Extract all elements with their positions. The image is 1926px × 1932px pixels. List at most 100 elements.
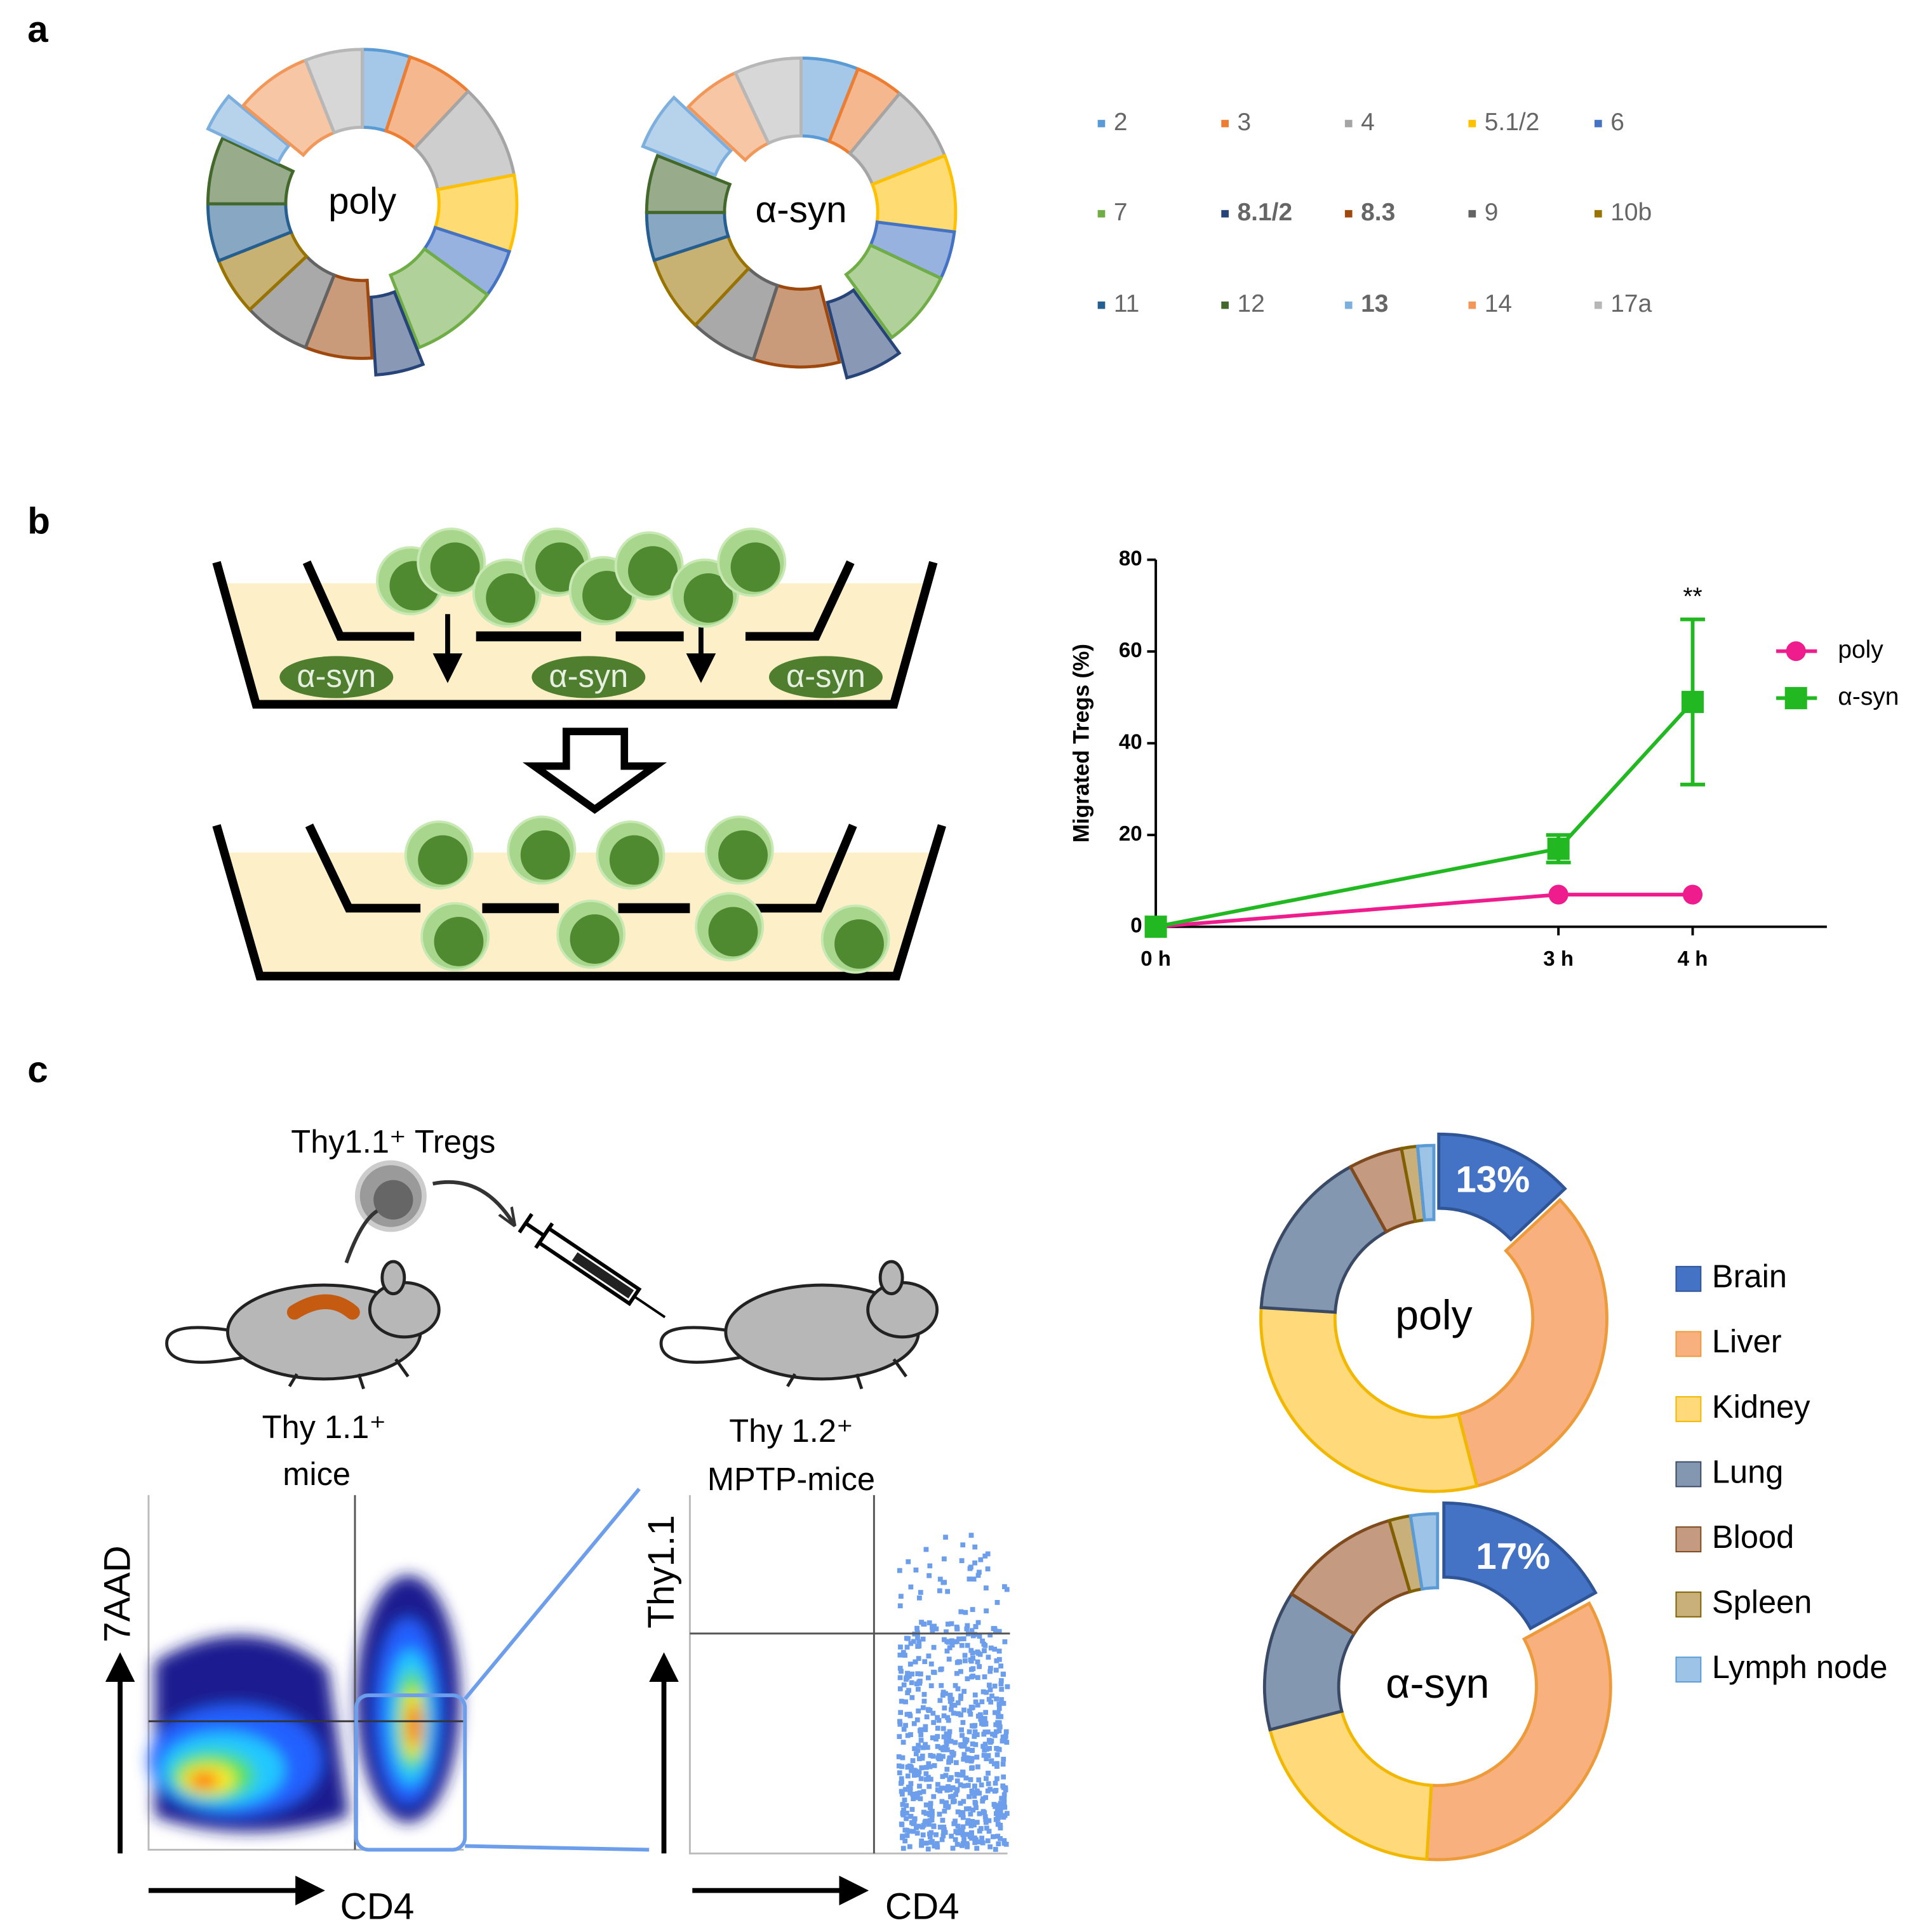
event-dot — [951, 1751, 956, 1756]
event-dot — [972, 1560, 978, 1566]
event-dot — [969, 1748, 975, 1754]
event-dot — [988, 1645, 994, 1651]
legend-label: Kidney — [1712, 1389, 1810, 1425]
x-tick-label: 3 h — [1543, 947, 1574, 971]
event-dot — [900, 1846, 906, 1851]
legend-marker — [1784, 687, 1807, 710]
transwell-diagram-part — [279, 656, 394, 698]
event-dot — [983, 1585, 989, 1591]
event-dot — [994, 1745, 1000, 1751]
event-dot — [924, 1811, 929, 1816]
event-dot — [900, 1802, 906, 1807]
event-dot — [921, 1789, 926, 1794]
transwell-diagram-part — [745, 560, 855, 641]
event-dot — [969, 1674, 974, 1680]
event-dot — [940, 1818, 946, 1823]
legend-label: 17a — [1610, 290, 1652, 317]
event-dot — [977, 1634, 982, 1639]
event-dot — [987, 1687, 993, 1693]
event-dot — [959, 1642, 965, 1648]
well-label: α-syn — [549, 658, 628, 694]
event-dot — [899, 1669, 904, 1674]
event-dot — [931, 1644, 937, 1650]
donut-segment — [645, 154, 732, 215]
legend-swatch — [1675, 1331, 1702, 1357]
event-dot — [898, 1644, 903, 1650]
event-dot — [908, 1813, 914, 1819]
event-dot — [972, 1734, 977, 1739]
event-dot — [955, 1830, 961, 1835]
donor-label: Thy 1.1⁺ — [262, 1409, 386, 1445]
marker — [1682, 884, 1703, 905]
event-dot — [923, 1841, 929, 1846]
event-dot — [946, 1717, 951, 1723]
event-dot — [920, 1636, 926, 1642]
legend-label: α-syn — [1838, 683, 1899, 710]
cell-nucleus — [520, 830, 570, 880]
recipient-label: MPTP-mice — [707, 1461, 875, 1497]
event-dot — [969, 1667, 974, 1672]
event-dot — [1002, 1804, 1008, 1810]
event-dot — [902, 1787, 908, 1792]
cell-nucleus — [418, 835, 468, 885]
event-dot — [909, 1768, 914, 1773]
event-dot — [932, 1763, 937, 1768]
transfer-diagram-part-part — [866, 1281, 939, 1339]
legend-label: 12 — [1238, 290, 1265, 317]
transfer-diagram-part — [354, 1693, 467, 1852]
event-dot — [904, 1810, 909, 1816]
event-dot — [909, 1807, 915, 1812]
event-dot — [965, 1676, 970, 1681]
event-dot — [902, 1838, 908, 1844]
event-dot — [905, 1773, 911, 1779]
event-dot — [982, 1747, 987, 1753]
event-dot — [973, 1805, 979, 1811]
panel-label: a — [27, 9, 48, 50]
event-dot — [998, 1808, 1003, 1813]
event-dot — [934, 1841, 940, 1846]
event-dot — [955, 1823, 961, 1829]
event-dot — [942, 1637, 947, 1642]
event-dot — [923, 1771, 929, 1776]
event-dot — [969, 1628, 975, 1634]
event-dot — [993, 1780, 998, 1786]
donut-segment — [1437, 1132, 1567, 1242]
event-dot — [950, 1785, 956, 1790]
event-dot — [958, 1696, 963, 1702]
panel-label: c — [27, 1049, 48, 1091]
event-dot — [1001, 1841, 1007, 1846]
donut-segment — [388, 246, 490, 350]
event-dot — [921, 1809, 926, 1815]
event-dot — [970, 1790, 975, 1796]
event-dot — [937, 1576, 943, 1582]
event-dot — [968, 1648, 974, 1653]
event-dot — [968, 1712, 973, 1717]
transwell-diagram-part — [212, 561, 938, 709]
event-dot — [928, 1804, 933, 1810]
transwell-diagram-part — [532, 656, 646, 698]
legend-swatch — [1595, 301, 1602, 309]
event-dot — [949, 1621, 954, 1627]
event-dot — [905, 1733, 911, 1738]
event-dot — [953, 1639, 958, 1644]
legend-label: 11 — [1114, 290, 1139, 317]
event-dot — [920, 1745, 926, 1750]
event-dot — [947, 1645, 953, 1651]
event-dot — [982, 1715, 987, 1721]
event-dot — [983, 1817, 989, 1822]
legend-label: 3 — [1238, 109, 1252, 136]
event-dot — [991, 1761, 997, 1767]
event-dot — [933, 1626, 939, 1632]
axis-label: Thy1.1 — [641, 1515, 682, 1628]
legend-swatch — [1468, 119, 1476, 128]
event-dot — [964, 1841, 970, 1846]
event-dot — [968, 1823, 974, 1829]
legend-swatch — [1097, 119, 1106, 128]
event-dot — [975, 1675, 980, 1681]
transfer-diagram-part-part — [534, 1222, 554, 1249]
event-dot — [965, 1747, 970, 1752]
event-dot — [926, 1620, 932, 1625]
event-dot — [982, 1648, 987, 1653]
legend-label: 6 — [1610, 109, 1624, 136]
event-dot — [914, 1717, 920, 1722]
